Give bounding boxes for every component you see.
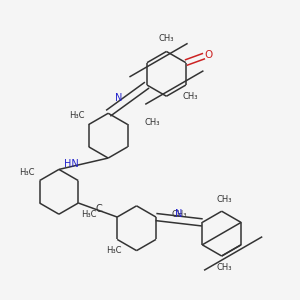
Text: C: C	[96, 203, 103, 214]
Text: N: N	[115, 93, 122, 103]
Text: CH₃: CH₃	[144, 118, 160, 127]
Text: H₃C: H₃C	[69, 111, 84, 120]
Text: H₃C: H₃C	[106, 246, 122, 255]
Text: CH₃: CH₃	[217, 195, 233, 204]
Text: H₃C: H₃C	[19, 168, 34, 177]
Text: CH₃: CH₃	[217, 263, 233, 272]
Text: HN: HN	[64, 159, 79, 169]
Text: CH₃: CH₃	[172, 210, 187, 219]
Text: CH₃: CH₃	[159, 34, 174, 43]
Text: H₃C: H₃C	[81, 210, 97, 219]
Text: O: O	[205, 50, 213, 60]
Text: CH₃: CH₃	[183, 92, 198, 101]
Text: N: N	[176, 209, 183, 219]
